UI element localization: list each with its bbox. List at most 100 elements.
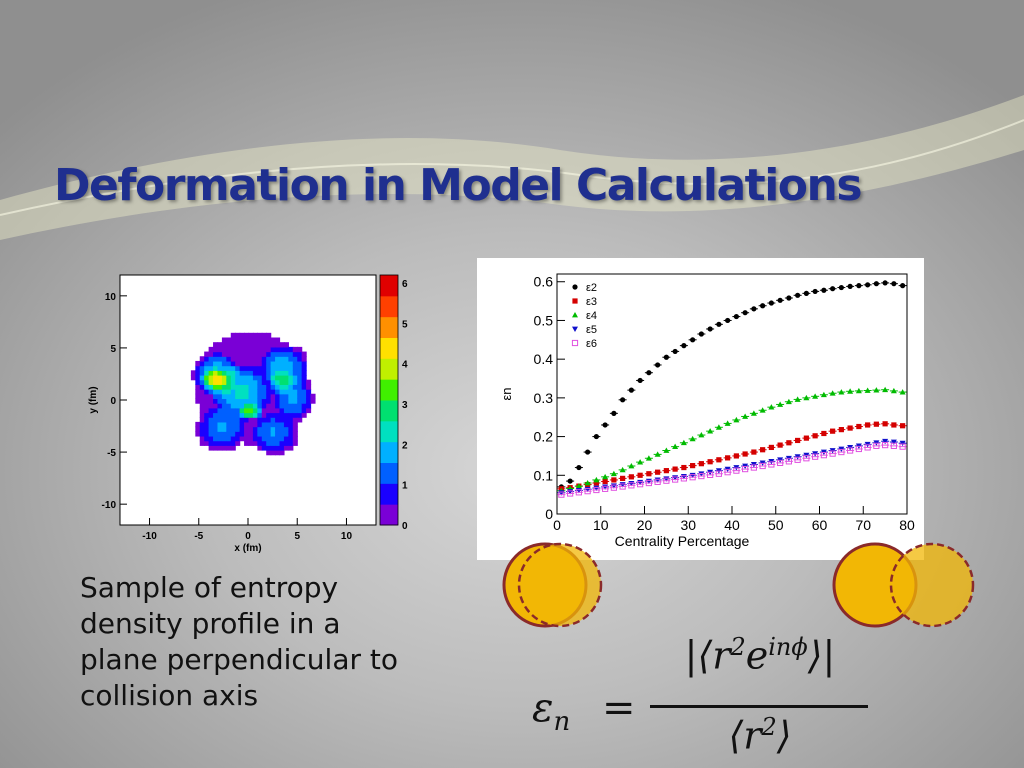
colorbar-segment (380, 441, 398, 448)
heatmap-cell (239, 365, 245, 371)
heatmap-cell (297, 370, 303, 376)
heatmap-cell (270, 360, 276, 367)
heatmap-y-tick-label: 5 (110, 344, 116, 355)
heatmap-cell (257, 332, 263, 339)
heatmap-cell (261, 370, 267, 376)
heatmap-cell (279, 407, 285, 414)
heatmap-x-tick-label: 10 (341, 531, 353, 542)
series-0-point (628, 387, 634, 393)
heatmap-cell (221, 375, 227, 381)
heatmap-cell (266, 379, 272, 385)
heatmap-cell (301, 375, 307, 381)
heatmap-cell (239, 393, 245, 400)
series-2-point (873, 387, 880, 393)
heatmap-cell (190, 370, 196, 376)
heatmap-cell (252, 346, 258, 353)
heatmap-cell (261, 440, 267, 446)
heatmap-cell (248, 426, 254, 432)
heatmap-cell (244, 356, 250, 362)
heatmap-cell (275, 417, 281, 423)
heatmap-cell (230, 412, 236, 418)
series-1-point (707, 459, 713, 465)
series-1-point (803, 435, 809, 441)
heatmap-cell (248, 342, 254, 348)
heatmap-cell (213, 412, 219, 418)
series-1-point (690, 463, 696, 469)
heatmap-cell (244, 389, 250, 395)
heatmap-cell (297, 356, 303, 362)
heatmap-cell (288, 393, 294, 400)
series-1-point (838, 427, 844, 433)
series-4-point (610, 484, 617, 491)
heatmap-cell (266, 365, 272, 371)
heatmap-cell (283, 440, 289, 446)
heatmap-cell (275, 393, 281, 400)
heatmap-cell (288, 375, 294, 381)
series-2-point (654, 451, 661, 457)
heatmap-cell (239, 342, 245, 348)
heatmap-cell (204, 351, 210, 357)
series-2-point (663, 447, 670, 453)
heatmap-cell (239, 398, 245, 404)
series-2-point (715, 424, 722, 430)
colorbar-segment (380, 337, 398, 344)
heatmap-cell (257, 370, 263, 376)
eccentricity-formula: εn = |⟨r2einϕ⟩| ⟨r2⟩ (532, 633, 892, 768)
heatmap-cell (221, 431, 227, 437)
heatmap-cell (226, 435, 232, 442)
heatmap-cell (208, 393, 214, 400)
heatmap-cell (226, 431, 232, 437)
heatmap-cell (244, 332, 250, 339)
heatmap-cell (283, 356, 289, 362)
colorbar-segment (380, 410, 398, 417)
heatmap-cell (230, 375, 236, 381)
series-1-point (777, 442, 783, 448)
heatmap-cell (292, 346, 298, 353)
heatmap-cell (257, 351, 263, 357)
series-0-point (655, 362, 661, 368)
heatmap-cell (190, 375, 196, 381)
heatmap-cell (261, 360, 267, 367)
heatmap-cell (252, 407, 258, 414)
series-1-point (620, 475, 626, 481)
colorbar-segment (380, 358, 398, 365)
series-4-point (733, 467, 740, 474)
series-2-point (628, 463, 635, 469)
heatmap-cell (275, 375, 281, 381)
heatmap-cell (213, 342, 219, 348)
heatmap-cell (226, 440, 232, 446)
heatmap-cell (217, 346, 223, 353)
heatmap-cell (226, 365, 232, 371)
series-1-point (655, 469, 661, 475)
heatmap-cell (199, 398, 205, 404)
series-0-point (576, 464, 582, 471)
series-0-point (611, 410, 617, 416)
heatmap-cell (213, 431, 219, 437)
heatmap-cell (244, 384, 250, 390)
heatmap-cell (217, 393, 223, 400)
heatmap-cell (288, 370, 294, 376)
heatmap-cell (261, 332, 267, 339)
series-4 (557, 441, 907, 498)
heatmap-cell (288, 356, 294, 362)
ecc-y-axis-label: εn (499, 387, 514, 400)
heatmap-cell (204, 360, 210, 367)
colorbar-segment (380, 483, 398, 490)
heatmap-cell (239, 407, 245, 414)
series-4-point (812, 453, 819, 460)
heatmap-cell (297, 384, 303, 390)
heatmap-cell (217, 431, 223, 437)
heatmap-cell (213, 445, 219, 451)
heatmap-cell (252, 337, 258, 343)
series-4-point (689, 474, 696, 481)
series-0-point (830, 286, 836, 292)
series-4-point (829, 450, 836, 457)
heatmap-cell (239, 389, 245, 395)
heatmap-cell (204, 365, 210, 371)
heatmap-cell (208, 370, 214, 376)
heatmap-cell (288, 426, 294, 432)
colorbar-segment (380, 493, 398, 500)
heatmap-cell (257, 407, 263, 414)
heatmap-cell (221, 346, 227, 353)
legend-marker-1 (572, 298, 578, 304)
